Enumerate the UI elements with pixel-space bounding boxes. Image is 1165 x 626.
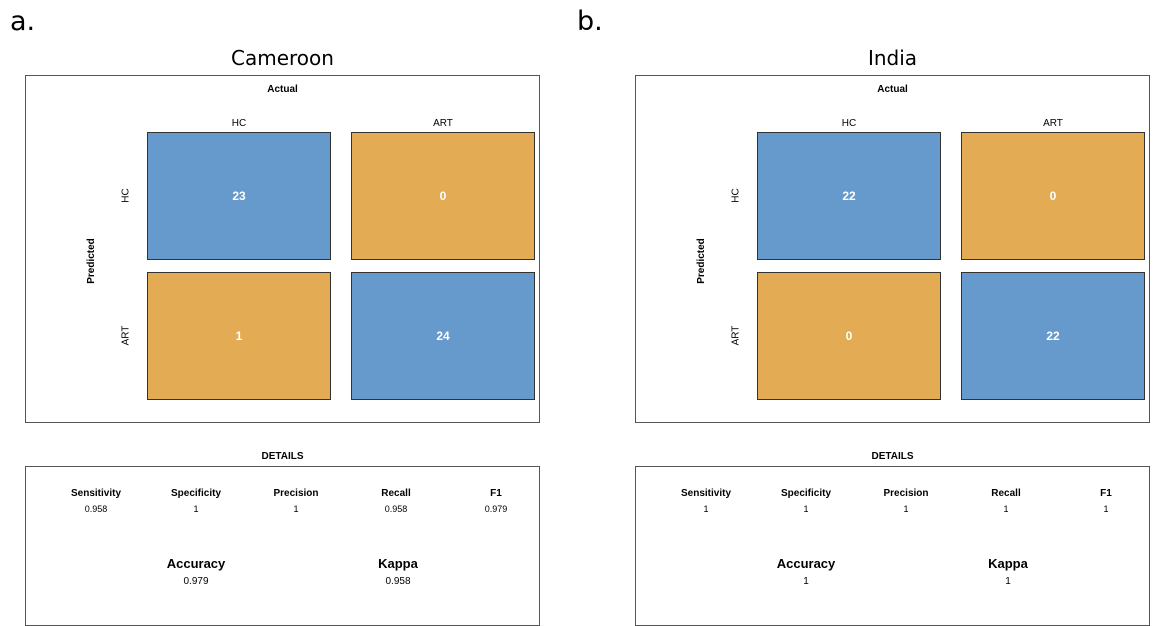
summary-value: 0.979 — [183, 576, 209, 587]
predicted-axis-label: Predicted — [696, 238, 707, 284]
details-box: Sensitivity 1 Specificity 1 Precision 1 … — [635, 466, 1150, 626]
metric-f1: F1 0.979 — [451, 488, 541, 514]
cell-hc-hc: 22 — [757, 132, 941, 260]
metric-value: 1 — [803, 504, 809, 514]
metric-value: 1 — [193, 504, 199, 514]
confusion-matrix: Actual HC ART HC ART Predicted 22 0 0 22 — [635, 75, 1150, 423]
summary-value: 1 — [803, 576, 809, 587]
cell-art-art: 24 — [351, 272, 535, 400]
metric-name: Specificity — [170, 488, 222, 499]
chart-title: Cameroon — [231, 46, 334, 70]
metric-value: 1 — [703, 504, 709, 514]
summary-name: Accuracy — [166, 556, 226, 571]
actual-axis-label: Actual — [877, 84, 908, 95]
metric-recall: Recall 0.958 — [351, 488, 441, 514]
metric-sensitivity: Sensitivity 0.958 — [51, 488, 141, 514]
summary-kappa: Kappa 1 — [948, 556, 1068, 587]
cell-hc-hc: 23 — [147, 132, 331, 260]
metric-f1: F1 1 — [1061, 488, 1151, 514]
panel-letter: a. — [10, 6, 36, 37]
metric-value: 0.958 — [84, 504, 108, 514]
confusion-matrix: Actual HC ART HC ART Predicted 23 0 1 24 — [25, 75, 540, 423]
metric-precision: Precision 1 — [251, 488, 341, 514]
column-label-art: ART — [1043, 118, 1063, 129]
summary-kappa: Kappa 0.958 — [338, 556, 458, 587]
summary-value: 0.958 — [385, 576, 411, 587]
row-label-art: ART — [730, 325, 742, 346]
summary-name: Kappa — [988, 556, 1028, 571]
summary-name: Kappa — [378, 556, 418, 571]
metric-specificity: Specificity 1 — [151, 488, 241, 514]
summary-name: Accuracy — [776, 556, 836, 571]
metric-value: 1 — [1003, 504, 1009, 514]
metric-sensitivity: Sensitivity 1 — [661, 488, 751, 514]
metric-value: 1 — [903, 504, 909, 514]
details-title: DETAILS — [261, 451, 304, 462]
metric-name: Sensitivity — [680, 488, 732, 499]
panel-a: a. Cameroon Actual HC ART HC ART Predict… — [0, 0, 560, 626]
metric-recall: Recall 1 — [961, 488, 1051, 514]
cell-hc-art: 0 — [351, 132, 535, 260]
metric-precision: Precision 1 — [861, 488, 951, 514]
metric-name: Recall — [991, 488, 1021, 499]
metric-name: F1 — [1100, 488, 1112, 499]
summary-accuracy: Accuracy 0.979 — [136, 556, 256, 587]
metric-value: 1 — [1103, 504, 1109, 514]
metric-value: 0.958 — [384, 504, 408, 514]
row-label-art: ART — [120, 325, 132, 346]
panel-letter: b. — [577, 6, 603, 37]
panel-b: b. India Actual HC ART HC ART Predicted … — [577, 0, 1165, 626]
metric-specificity: Specificity 1 — [761, 488, 851, 514]
actual-axis-label: Actual — [267, 84, 298, 95]
chart-title: India — [867, 46, 918, 70]
predicted-axis-label: Predicted — [86, 238, 97, 284]
metric-value: 0.979 — [484, 504, 508, 514]
metric-name: Precision — [273, 488, 319, 499]
summary-accuracy: Accuracy 1 — [746, 556, 866, 587]
column-label-art: ART — [433, 118, 453, 129]
metric-name: Precision — [883, 488, 929, 499]
metric-name: F1 — [490, 488, 502, 499]
summary-value: 1 — [1005, 576, 1011, 587]
metric-value: 1 — [293, 504, 299, 514]
cell-art-art: 22 — [961, 272, 1145, 400]
metric-name: Recall — [381, 488, 411, 499]
row-label-hc: HC — [730, 188, 742, 203]
row-label-hc: HC — [120, 188, 132, 203]
cell-hc-art: 0 — [961, 132, 1145, 260]
details-title: DETAILS — [871, 451, 914, 462]
column-label-hc: HC — [231, 118, 247, 129]
details-box: Sensitivity 0.958 Specificity 1 Precisio… — [25, 466, 540, 626]
metric-name: Sensitivity — [70, 488, 122, 499]
cell-art-hc: 1 — [147, 272, 331, 400]
column-label-hc: HC — [841, 118, 857, 129]
cell-art-hc: 0 — [757, 272, 941, 400]
metric-name: Specificity — [780, 488, 832, 499]
